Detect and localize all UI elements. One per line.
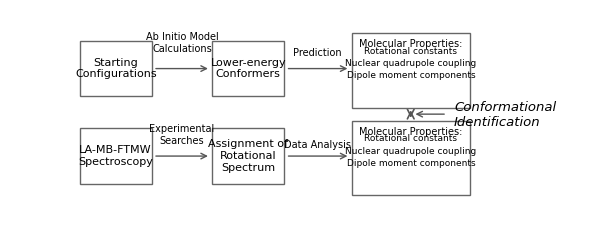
FancyBboxPatch shape [80, 128, 152, 184]
Text: Molecular Properties:: Molecular Properties: [359, 39, 463, 49]
Text: Nuclear quadrupole coupling: Nuclear quadrupole coupling [346, 59, 476, 68]
Text: LA-MB-FTMW
Spectroscopy: LA-MB-FTMW Spectroscopy [78, 145, 153, 167]
FancyBboxPatch shape [80, 41, 152, 96]
Text: Data Analysis: Data Analysis [284, 140, 351, 150]
Text: Rotational constants: Rotational constants [364, 47, 457, 56]
Text: Molecular Properties:: Molecular Properties: [359, 127, 463, 137]
Text: Rotational constants: Rotational constants [364, 134, 457, 143]
Text: Starting
Configurations: Starting Configurations [75, 58, 157, 79]
Text: Conformational
Identification: Conformational Identification [454, 101, 556, 129]
Text: Experimental
Searches: Experimental Searches [149, 124, 215, 146]
Text: Ab Initio Model
Calculations: Ab Initio Model Calculations [146, 32, 218, 54]
FancyBboxPatch shape [352, 33, 470, 108]
Text: Prediction: Prediction [293, 48, 342, 58]
Text: Assignment of
Rotational
Spectrum: Assignment of Rotational Spectrum [208, 140, 288, 173]
Text: Dipole moment components: Dipole moment components [347, 71, 475, 80]
FancyBboxPatch shape [212, 41, 284, 96]
FancyBboxPatch shape [352, 121, 470, 195]
FancyBboxPatch shape [212, 128, 284, 184]
Text: Lower-energy
Conformers: Lower-energy Conformers [211, 58, 286, 79]
Text: Dipole moment components: Dipole moment components [347, 159, 475, 168]
Text: Nuclear quadrupole coupling: Nuclear quadrupole coupling [346, 146, 476, 155]
